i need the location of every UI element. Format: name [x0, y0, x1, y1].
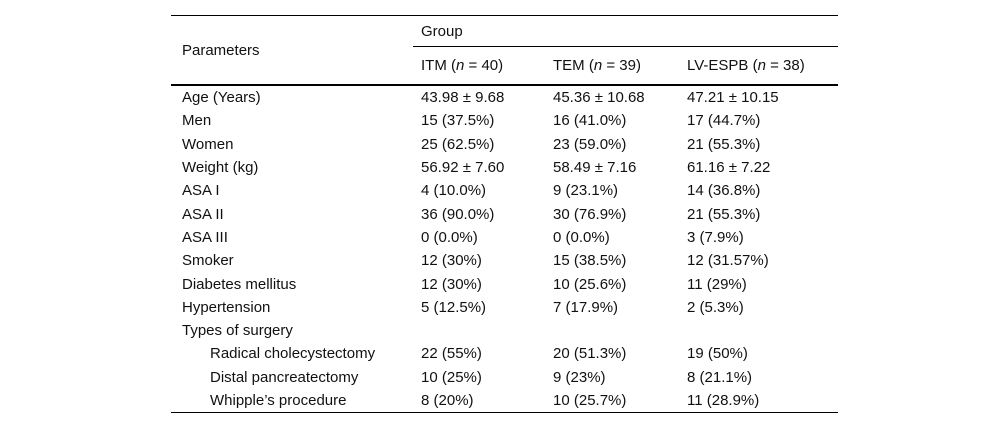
cell-tem: 0 (0.0%): [553, 228, 610, 246]
cell-tem: 10 (25.6%): [553, 275, 627, 293]
cell-lv-espb: 2 (5.3%): [687, 298, 744, 316]
cell-lv-espb: 12 (31.57%): [687, 252, 769, 270]
row-label: Women: [182, 135, 234, 153]
table-row: Types of surgery: [171, 319, 838, 342]
row-label: Men: [182, 112, 212, 130]
cell-tem: 58.49 ± 7.16: [553, 159, 637, 177]
column-header-lv-espb: LV-ESPB (n = 38): [679, 46, 839, 86]
table-row: Women 25 (62.5%) 23 (59.0%) 21 (55.3%): [171, 133, 838, 156]
column-header-tem: TEM (n = 39): [545, 46, 679, 86]
cell-tem: 30 (76.9%): [553, 205, 627, 223]
cell-tem: 7 (17.9%): [553, 298, 619, 316]
cell-lv-espb: 14 (36.8%): [687, 182, 761, 200]
cell-tem: 10 (25.7%): [553, 392, 627, 409]
cell-lv-espb: 19 (50%): [687, 345, 748, 363]
row-label: ASA I: [182, 182, 220, 200]
group-name-tem: TEM (: [553, 57, 594, 74]
cell-itm: 25 (62.5%): [421, 135, 495, 153]
cell-tem: 45.36 ± 10.68: [553, 89, 645, 107]
cell-lv-espb: 11 (29%): [687, 275, 747, 293]
group-name-itm: ITM (: [421, 57, 456, 74]
table-row: Smoker 12 (30%) 15 (38.5%) 12 (31.57%): [171, 249, 838, 272]
cell-tem: 9 (23%): [553, 368, 606, 386]
cell-tem: 9 (23.1%): [553, 182, 619, 200]
row-label: Radical cholecystectomy: [210, 345, 376, 363]
table-row: Whipple’s procedure 8 (20%) 10 (25.7%) 1…: [171, 389, 838, 413]
column-header-itm: ITM (n = 40): [413, 46, 545, 86]
group-count-itm: = 40): [464, 57, 504, 74]
table-row: Age (Years) 43.98 ± 9.68 45.36 ± 10.68 4…: [171, 85, 838, 109]
n-symbol: n: [757, 57, 766, 74]
cell-tem: 16 (41.0%): [553, 112, 627, 130]
group-count-tem: = 39): [602, 57, 641, 74]
group-count-lv-espb: = 38): [765, 57, 805, 74]
row-label: Diabetes mellitus: [182, 275, 297, 293]
table-row: Hypertension 5 (12.5%) 7 (17.9%) 2 (5.3%…: [171, 296, 838, 319]
table-row: ASA II 36 (90.0%) 30 (76.9%) 21 (55.3%): [171, 202, 838, 225]
cell-tem: 20 (51.3%): [553, 345, 627, 363]
row-label: Weight (kg): [182, 159, 259, 177]
cell-itm: 5 (12.5%): [421, 298, 487, 316]
cell-lv-espb: 17 (44.7%): [687, 112, 761, 130]
table-row: ASA III 0 (0.0%) 0 (0.0%) 3 (7.9%): [171, 226, 838, 249]
row-label: ASA II: [182, 205, 224, 223]
table-body: Age (Years) 43.98 ± 9.68 45.36 ± 10.68 4…: [171, 85, 838, 413]
table-row: ASA I 4 (10.0%) 9 (23.1%) 14 (36.8%): [171, 179, 838, 202]
demographics-table: Parameters Group ITM (n = 40) TEM (n = 3…: [171, 15, 839, 414]
row-label: Age (Years): [182, 89, 261, 107]
row-label: Hypertension: [182, 298, 271, 316]
column-header-parameters: Parameters: [171, 15, 413, 86]
row-label: ASA III: [182, 228, 228, 246]
row-label: Whipple’s procedure: [210, 392, 347, 409]
header-row-top: Parameters Group: [171, 15, 839, 86]
cell-lv-espb: [679, 319, 838, 342]
cell-itm: 12 (30%): [421, 252, 482, 270]
table-row: Radical cholecystectomy 22 (55%) 20 (51.…: [171, 342, 838, 365]
row-label: Distal pancreatectomy: [210, 368, 359, 386]
cell-tem: [545, 319, 679, 342]
table-row: Weight (kg) 56.92 ± 7.60 58.49 ± 7.16 61…: [171, 156, 838, 179]
table-header: Parameters Group ITM (n = 40) TEM (n = 3…: [171, 15, 839, 86]
header-row-sub: ITM (n = 40) TEM (n = 39) LV-ESPB (n = 3…: [171, 46, 839, 86]
table-row: Diabetes mellitus 12 (30%) 10 (25.6%) 11…: [171, 272, 838, 295]
group-name-lv-espb: LV-ESPB (: [687, 57, 758, 74]
n-symbol: n: [456, 57, 465, 74]
cell-tem: 23 (59.0%): [553, 135, 627, 153]
row-label: Smoker: [182, 252, 234, 270]
table-row: Distal pancreatectomy 10 (25%) 9 (23%) 8…: [171, 366, 838, 389]
cell-lv-espb: 61.16 ± 7.22: [687, 159, 771, 177]
cell-lv-espb: 21 (55.3%): [687, 135, 761, 153]
cell-itm: 36 (90.0%): [421, 205, 495, 223]
cell-itm: 15 (37.5%): [421, 112, 495, 130]
cell-itm: 10 (25%): [421, 368, 482, 386]
cell-itm: 56.92 ± 7.60: [421, 159, 505, 177]
row-label: Types of surgery: [182, 322, 293, 340]
cell-itm: 22 (55%): [421, 345, 482, 363]
cell-itm: 8 (20%): [421, 392, 474, 409]
column-header-group: Group: [413, 15, 839, 47]
cell-itm: 4 (10.0%): [421, 182, 487, 200]
cell-itm: [413, 319, 545, 342]
cell-lv-espb: 47.21 ± 10.15: [687, 89, 779, 107]
cell-itm: 12 (30%): [421, 275, 482, 293]
cell-lv-espb: 8 (21.1%): [687, 368, 753, 386]
cell-itm: 0 (0.0%): [421, 228, 478, 246]
cell-itm: 43.98 ± 9.68: [421, 89, 505, 107]
cell-lv-espb: 3 (7.9%): [687, 228, 744, 246]
n-symbol: n: [593, 57, 603, 74]
table-row: Men 15 (37.5%) 16 (41.0%) 17 (44.7%): [171, 109, 838, 132]
cell-tem: 15 (38.5%): [553, 252, 627, 270]
cell-lv-espb: 21 (55.3%): [687, 205, 761, 223]
cell-lv-espb: 11 (28.9%): [687, 392, 760, 409]
